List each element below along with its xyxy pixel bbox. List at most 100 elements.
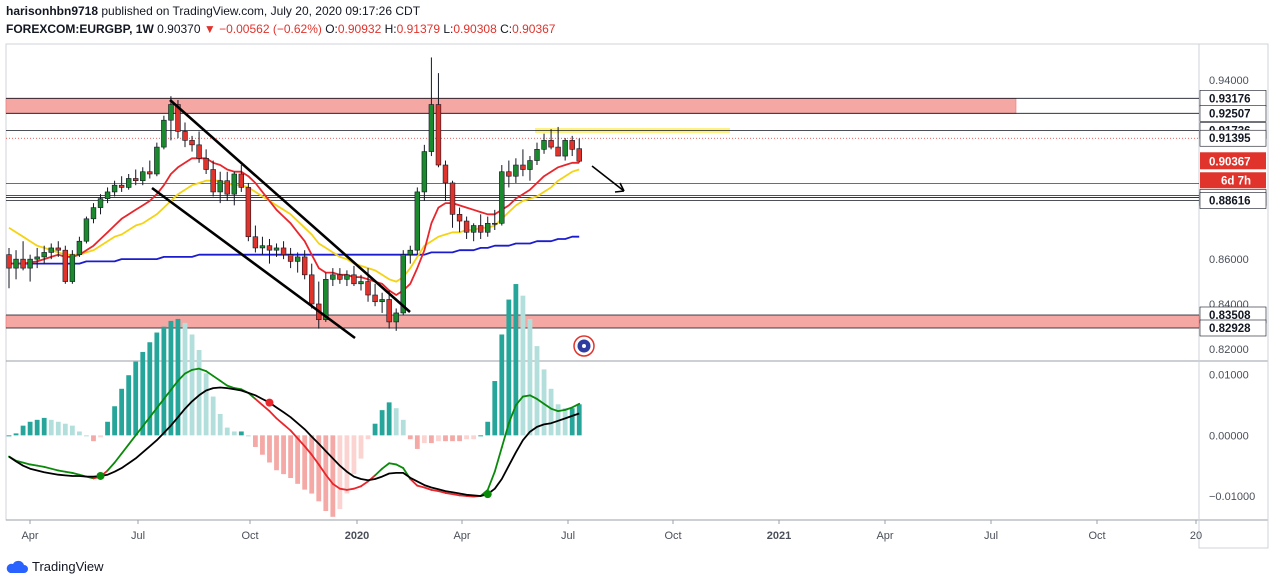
tradingview-logo[interactable]: TradingView — [6, 559, 104, 574]
candle-body — [245, 187, 252, 238]
macd-line-segment — [557, 408, 567, 413]
low-value: 0.90308 — [453, 22, 497, 36]
candle-body — [428, 104, 435, 152]
candle — [210, 160, 216, 197]
candle — [527, 156, 533, 181]
macd-line-segment — [57, 469, 67, 473]
channel-lower-line — [151, 186, 356, 340]
macd-histogram-bar — [548, 388, 554, 436]
candle — [330, 268, 336, 287]
macd-histogram-bar — [119, 388, 125, 436]
time-tick-label: Apr — [21, 530, 38, 542]
macd-line-segment — [388, 462, 398, 466]
macd-line-segment — [458, 494, 468, 497]
macd-line-segment — [282, 423, 292, 432]
candle — [154, 142, 160, 177]
candle — [125, 173, 132, 190]
candle — [34, 247, 40, 269]
time-tick-label: Jul — [561, 530, 575, 542]
macd-histogram-bar — [112, 406, 117, 436]
moving-averages-layer — [8, 157, 580, 296]
brand-name: TradingView — [32, 559, 104, 574]
macd-histogram-bar — [379, 410, 385, 436]
macd-histogram-bar — [400, 419, 406, 436]
candle — [20, 241, 26, 271]
candle — [576, 138, 582, 163]
scroll-target-icon[interactable] — [573, 335, 595, 357]
candle — [372, 283, 378, 307]
macd-line-segment — [360, 480, 369, 488]
candle-body — [463, 220, 470, 233]
candle — [69, 250, 76, 284]
macd-histogram-bar — [569, 408, 575, 436]
level-label: 0.93176 — [1209, 93, 1251, 105]
macd-histogram-bar — [471, 435, 477, 440]
macd-line-segment — [346, 487, 355, 491]
macd-histogram-bar — [154, 332, 160, 436]
macd-histogram-bar — [6, 435, 12, 437]
macd-histogram-bar — [351, 435, 357, 475]
candle — [414, 187, 421, 255]
down-arrow-icon: ▼ — [203, 22, 216, 36]
macd-histogram-bar — [41, 417, 47, 436]
macd-line-segment — [507, 404, 517, 425]
macd-cross-marker — [483, 490, 492, 499]
candle-body — [154, 146, 160, 175]
macd-histogram-bar — [168, 320, 174, 436]
candle — [562, 138, 568, 161]
time-tick-label: Apr — [876, 530, 893, 542]
macd-histogram-bar — [182, 322, 188, 436]
candle-body — [449, 182, 456, 215]
macd-line-segment — [254, 398, 264, 406]
macd-line-segment — [310, 453, 320, 466]
macd-line-segment — [444, 492, 454, 496]
macd-line-segment — [324, 473, 334, 485]
macd-histogram-bar — [358, 435, 364, 459]
candle — [442, 160, 449, 201]
candle — [309, 263, 315, 309]
macd-line-segment — [409, 478, 419, 487]
macd-line-segment — [437, 490, 447, 494]
candle — [97, 194, 104, 215]
candle — [386, 290, 392, 329]
candle-body — [210, 169, 216, 193]
candle — [358, 274, 364, 291]
macd-line-segment — [113, 452, 123, 464]
candle — [13, 250, 19, 280]
macd-line-segment — [353, 485, 362, 490]
candle — [301, 250, 308, 280]
candle — [147, 160, 153, 179]
macd-line-segment — [536, 398, 545, 405]
candle-body — [76, 240, 83, 255]
macd-line-segment — [338, 487, 348, 491]
candle-body — [421, 151, 428, 193]
macd-histogram-bar — [386, 402, 392, 436]
time-tick-label: 2021 — [767, 530, 791, 542]
macd-histogram-bar — [450, 435, 455, 442]
axis-frame — [1198, 43, 1269, 549]
macd-line-segment — [120, 443, 130, 455]
macd-histogram-bar — [267, 435, 272, 463]
candle — [513, 158, 519, 183]
last-price-label: 0.90367 — [1209, 156, 1251, 168]
macd-line-segment — [493, 446, 503, 473]
macd-line-segment — [177, 372, 186, 382]
macd-line-segment — [296, 437, 306, 448]
macd-histogram-bar — [77, 431, 82, 436]
candle-body — [27, 258, 33, 269]
candle-body — [287, 254, 294, 262]
macd-histogram-bar — [464, 435, 469, 440]
candle-body — [62, 249, 69, 282]
macd-line-segment — [331, 482, 341, 490]
candle-body — [69, 254, 76, 282]
macd-histogram-bar — [13, 433, 19, 436]
candle — [266, 238, 273, 264]
ohlc-legend: FOREXCOM:EURGBP, 1W 0.90370 ▼ −0.00562 (… — [6, 22, 555, 36]
macd-line-segment — [430, 489, 440, 493]
candle-body — [506, 171, 512, 177]
macd-line-segment — [571, 402, 581, 409]
macd-histogram-bar — [281, 435, 286, 475]
candle — [161, 115, 167, 150]
candle-body — [175, 104, 181, 132]
